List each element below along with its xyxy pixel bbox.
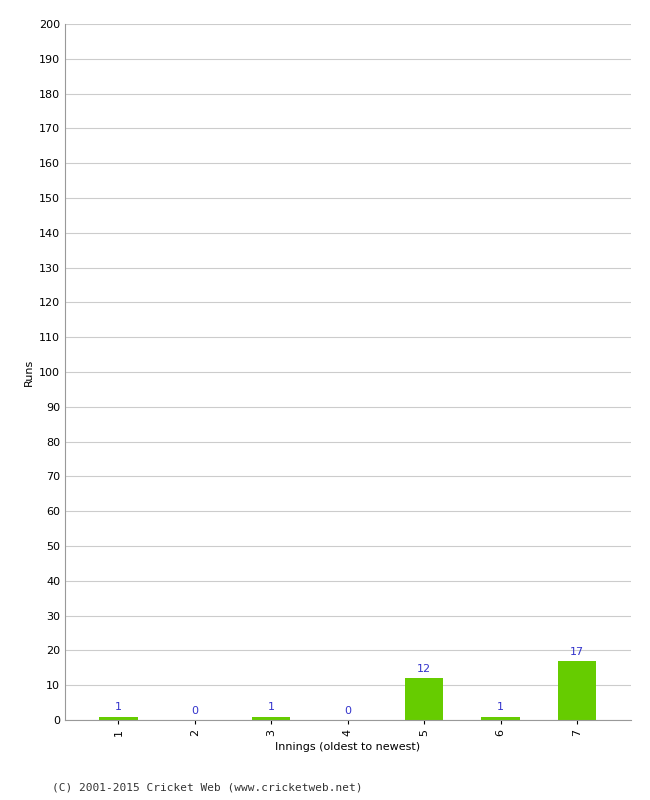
- Text: 0: 0: [344, 706, 351, 716]
- Text: 1: 1: [497, 702, 504, 712]
- Text: 0: 0: [191, 706, 198, 716]
- Text: (C) 2001-2015 Cricket Web (www.cricketweb.net): (C) 2001-2015 Cricket Web (www.cricketwe…: [52, 782, 363, 792]
- Text: 1: 1: [115, 702, 122, 712]
- Bar: [252, 717, 291, 720]
- Bar: [99, 717, 138, 720]
- Y-axis label: Runs: Runs: [23, 358, 33, 386]
- Text: 17: 17: [570, 646, 584, 657]
- Text: 1: 1: [268, 702, 275, 712]
- Text: 12: 12: [417, 664, 431, 674]
- Bar: [405, 678, 443, 720]
- Bar: [558, 661, 596, 720]
- X-axis label: Innings (oldest to newest): Innings (oldest to newest): [275, 742, 421, 752]
- Bar: [482, 717, 520, 720]
